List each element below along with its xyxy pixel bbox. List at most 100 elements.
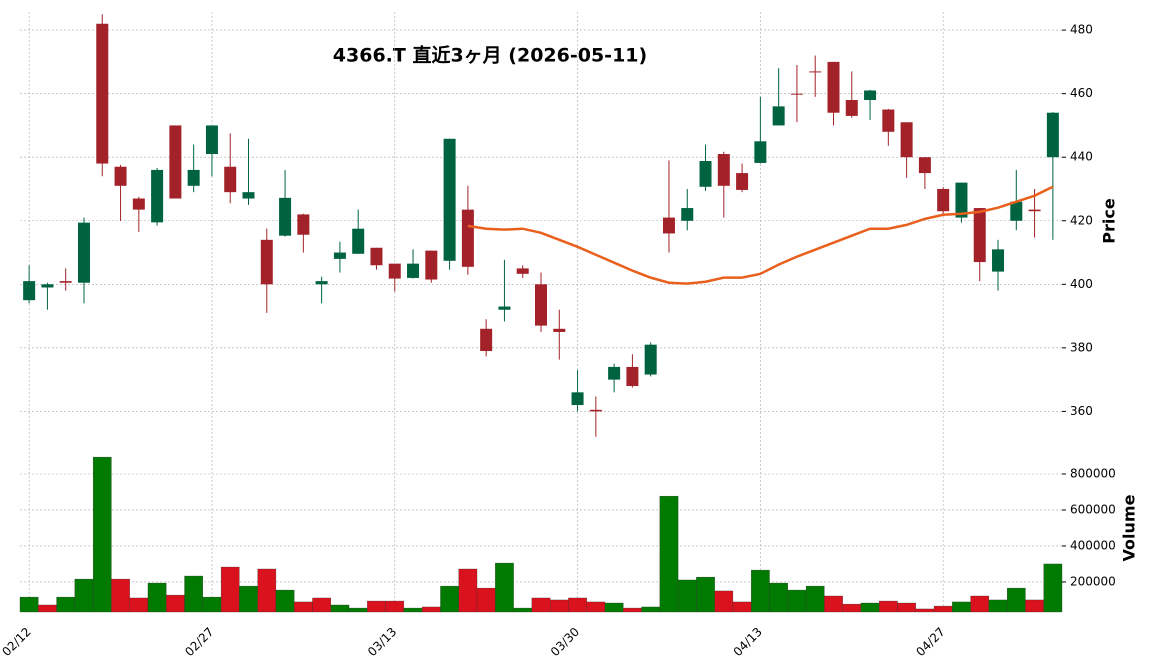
candle-body xyxy=(23,281,36,301)
volume-bar xyxy=(549,599,569,613)
candle-body xyxy=(790,93,803,95)
candle-body xyxy=(717,154,730,186)
volume-bar xyxy=(604,602,624,613)
candle-body xyxy=(882,109,895,132)
candle-body xyxy=(315,281,328,285)
candle-body xyxy=(937,188,950,212)
volume-bar xyxy=(440,585,459,613)
volume-bar xyxy=(659,495,679,613)
candle-body xyxy=(553,328,566,332)
volume-bar xyxy=(275,589,295,613)
volume-bar xyxy=(202,596,222,613)
volume-bar xyxy=(129,597,149,613)
candle-body xyxy=(809,71,822,73)
volume-bar xyxy=(147,582,167,613)
candle-body xyxy=(498,306,511,310)
candle-body xyxy=(681,208,694,221)
candle-body xyxy=(132,198,145,210)
volume-bar xyxy=(1025,599,1044,613)
volume-bar xyxy=(38,604,57,613)
volume-bar xyxy=(184,575,203,613)
volume-bar xyxy=(92,456,112,613)
candle-body xyxy=(608,366,621,380)
candle-body xyxy=(443,138,456,261)
y2-tick-label: 400000 xyxy=(1070,538,1116,552)
volume-bar xyxy=(860,602,880,613)
y-tick-label: 380 xyxy=(1070,340,1093,354)
y2-axis-label: Volume xyxy=(1120,494,1139,561)
x-tick-label: 02/27 xyxy=(182,625,216,659)
y2-tick-label: 800000 xyxy=(1070,466,1116,480)
candle-body xyxy=(754,141,767,163)
candle-body xyxy=(297,214,310,235)
candle-body xyxy=(973,208,986,263)
volume-bar xyxy=(915,608,935,613)
volume-bar xyxy=(239,585,258,613)
volume-bar xyxy=(641,606,660,613)
volume-bar xyxy=(19,596,39,613)
candle-body xyxy=(388,263,401,279)
volume-bar xyxy=(732,601,752,613)
candle-body xyxy=(461,209,474,267)
volume-bar xyxy=(385,600,405,613)
volume-bar xyxy=(1007,587,1026,613)
volume-bar xyxy=(1043,563,1063,613)
candle-body xyxy=(407,263,420,278)
volume-bar xyxy=(952,601,971,613)
volume-bar xyxy=(403,607,423,613)
candle-body xyxy=(1046,112,1059,158)
candle-body xyxy=(699,161,712,187)
volume-bar xyxy=(842,603,862,613)
volume-bar xyxy=(422,606,441,613)
candle-body xyxy=(352,228,365,254)
y2-tick-label: 200000 xyxy=(1070,574,1116,588)
y-tick-label: 440 xyxy=(1070,150,1093,164)
volume-bar xyxy=(294,601,313,613)
volume-bar xyxy=(312,597,331,613)
candle-body xyxy=(242,192,255,199)
y2-tick-label: 600000 xyxy=(1070,502,1116,516)
candle-body xyxy=(845,100,858,116)
x-tick-label: 03/30 xyxy=(548,625,582,659)
candle-body xyxy=(187,169,200,186)
volume-bar xyxy=(787,589,807,613)
candle-body xyxy=(772,106,785,126)
candle-body xyxy=(59,281,72,283)
volume-bar xyxy=(495,562,514,613)
volume-bar xyxy=(476,587,496,613)
x-tick-label: 04/13 xyxy=(731,625,765,659)
candle-body xyxy=(1028,209,1041,212)
candle-body xyxy=(205,125,218,155)
candle-body xyxy=(370,247,383,266)
x-tick-label: 02/12 xyxy=(0,625,34,659)
volume-bar xyxy=(751,569,770,613)
volume-bar xyxy=(330,604,350,613)
volume-bar xyxy=(714,590,734,613)
x-tick-label: 03/13 xyxy=(365,625,399,659)
volume-bar xyxy=(677,579,697,613)
x-tick-label: 04/27 xyxy=(913,625,947,659)
y-tick-label: 400 xyxy=(1070,277,1093,291)
candle-body xyxy=(333,252,346,259)
candle-body xyxy=(516,268,529,274)
volume-bar xyxy=(933,605,953,613)
volume-bar xyxy=(111,578,130,613)
volume-bar xyxy=(897,602,916,613)
y-tick-label: 360 xyxy=(1070,404,1093,418)
volume-bar xyxy=(696,576,715,613)
candle-body xyxy=(571,392,584,406)
volume-bar xyxy=(879,600,898,613)
volume-bar xyxy=(74,578,94,613)
candle-body xyxy=(96,23,109,164)
candle-body xyxy=(480,328,493,352)
volume-bar xyxy=(531,597,551,613)
chart-title: 4366.T 直近3ヶ月 (2026-05-11) xyxy=(333,44,647,67)
volume-bar xyxy=(568,597,587,613)
candle-body xyxy=(535,284,547,326)
candle-body xyxy=(626,366,639,386)
y-tick-label: 420 xyxy=(1070,213,1093,227)
y-axis-label: Price xyxy=(1100,198,1119,244)
volume-bar xyxy=(586,601,606,613)
candle-body xyxy=(41,284,54,288)
